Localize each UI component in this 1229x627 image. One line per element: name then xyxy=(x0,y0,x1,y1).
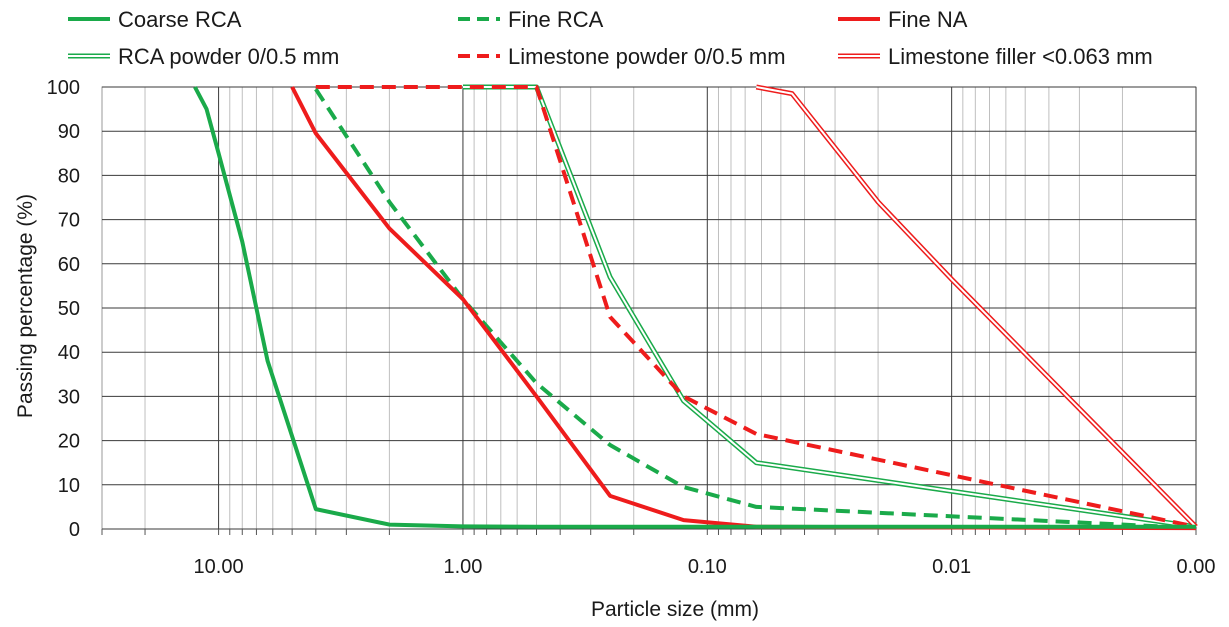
legend-label: RCA powder 0/0.5 mm xyxy=(118,44,339,69)
y-tick-label: 50 xyxy=(58,298,80,320)
y-axis-label: Passing percentage (%) xyxy=(14,194,37,418)
y-tick-label: 70 xyxy=(58,210,80,232)
series-line xyxy=(314,88,1197,531)
legend-label: Coarse RCA xyxy=(118,7,242,32)
y-tick-label: 30 xyxy=(58,386,80,408)
tick-labels: 10.00 1.00 0.10 0.01 0.00 0 10 20 30 40 50 60 70 80 90… xyxy=(47,77,1216,578)
series-coarse-rca xyxy=(193,86,1197,529)
y-tick-label: 0 xyxy=(69,519,80,541)
x-tick-label: 0.10 xyxy=(688,556,727,578)
x-tick-label: 1.00 xyxy=(443,556,482,578)
y-tick-label: 10 xyxy=(58,475,80,497)
y-tick-label: 20 xyxy=(58,431,80,453)
y-tick-label: 100 xyxy=(47,77,80,99)
x-tick-label: 0.00 xyxy=(1177,556,1216,578)
legend-item-limestone-filler-0-063-mm: Limestone filler <0.063 mm xyxy=(838,44,1153,69)
gridlines xyxy=(101,86,1197,535)
legend-label: Fine RCA xyxy=(508,7,604,32)
legend-label: Limestone filler <0.063 mm xyxy=(888,44,1153,69)
legend-item-rca-powder-0-0-5-mm: RCA powder 0/0.5 mm xyxy=(68,44,339,69)
series-limestone-filler-0-063-mm xyxy=(755,84,1198,529)
legend-label: Fine NA xyxy=(888,7,968,32)
y-tick-label: 60 xyxy=(58,254,80,276)
x-tick-label: 10.00 xyxy=(194,556,244,578)
legend-item-limestone-powder-0-0-5-mm: Limestone powder 0/0.5 mm xyxy=(458,44,786,69)
legend-item-fine-na: Fine NA xyxy=(838,7,968,32)
x-axis-label: Particle size (mm) xyxy=(591,598,759,621)
x-tick-label: 0.01 xyxy=(932,556,971,578)
legend-item-coarse-rca: Coarse RCA xyxy=(68,7,242,32)
series-layer xyxy=(193,84,1198,531)
legend: Coarse RCA Fine RCA Fine NA RCA powder 0/0.… xyxy=(68,7,1153,69)
legend-item-fine-rca: Fine RCA xyxy=(458,7,604,32)
y-tick-label: 40 xyxy=(58,342,80,364)
y-tick-label: 90 xyxy=(58,121,80,143)
legend-label: Limestone powder 0/0.5 mm xyxy=(508,44,786,69)
y-tick-label: 80 xyxy=(58,165,80,187)
